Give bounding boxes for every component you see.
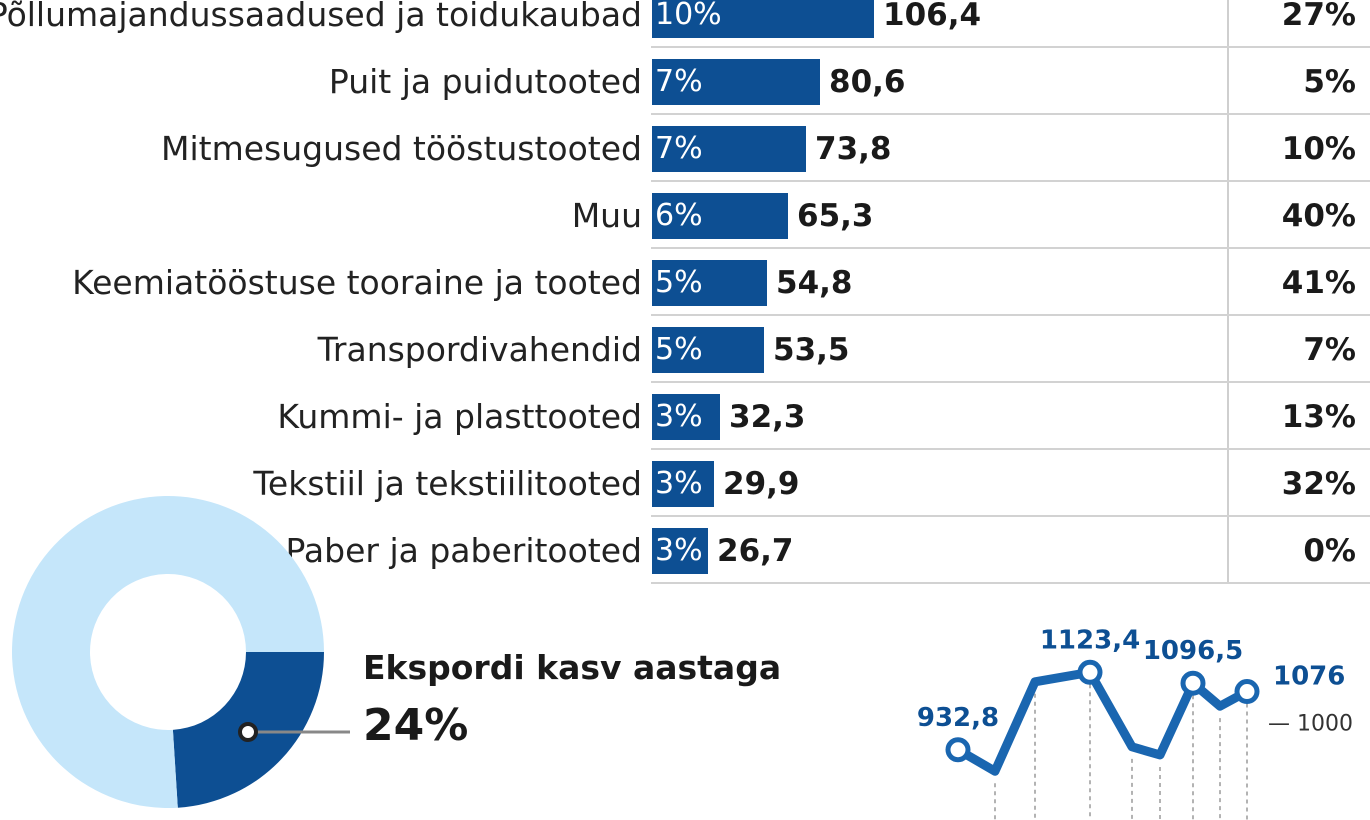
share-label: 3% (655, 466, 703, 501)
row-divider (651, 582, 1370, 584)
value-label: 26,7 (717, 533, 794, 569)
bar-row: Transpordivahendid 5% 53,5 7% (0, 316, 1370, 383)
value-label: 32,3 (729, 399, 806, 435)
growth-label: 7% (1303, 332, 1356, 368)
value-label: 73,8 (815, 131, 892, 167)
line-point-marker (1234, 679, 1260, 705)
growth-label: 13% (1281, 399, 1356, 435)
bar (652, 528, 708, 574)
bar-row: Puit ja puidutooted 7% 80,6 5% (0, 48, 1370, 115)
share-label: 7% (655, 131, 703, 166)
category-label: Muu (571, 196, 642, 235)
row-divider (651, 448, 1370, 450)
value-label: 29,9 (723, 466, 800, 502)
bar-row: Tekstiil ja tekstiilitooted 3% 29,9 32% (0, 450, 1370, 517)
category-label: Kummi- ja plasttooted (277, 397, 642, 436)
bar-row: Paber ja paberitooted 3% 26,7 0% (0, 517, 1370, 584)
point-label: 1096,5 (1143, 636, 1243, 666)
bar-row: Põllumajandussaadused ja toidukaubad 10% 1… (0, 0, 1370, 48)
row-divider (651, 247, 1370, 249)
bar-row: Muu 6% 65,3 40% (0, 182, 1370, 249)
category-label: Transpordivahendid (317, 330, 642, 369)
share-label: 3% (655, 533, 703, 568)
share-label: 3% (655, 399, 703, 434)
share-label: 5% (655, 332, 703, 367)
row-divider (651, 113, 1370, 115)
bar (652, 394, 720, 440)
share-label: 10% (655, 0, 722, 32)
share-label: 5% (655, 265, 703, 300)
trend-line (955, 667, 1250, 776)
row-divider (651, 515, 1370, 517)
export-growth-value: 24% (363, 700, 469, 751)
point-label: 1076 (1273, 662, 1345, 692)
value-label: 80,6 (829, 64, 906, 100)
bar (652, 126, 806, 172)
category-label: Keemiatööstuse tooraine ja tooted (72, 263, 642, 302)
growth-label: 5% (1303, 64, 1356, 100)
row-divider (651, 46, 1370, 48)
export-categories-bar-chart: Põllumajandussaadused ja toidukaubad 10% 1… (0, 0, 1370, 584)
bar-row: Kummi- ja plasttooted 3% 32,3 13% (0, 383, 1370, 450)
donut-marker (238, 722, 258, 742)
export-growth-title: Ekspordi kasv aastaga (363, 648, 782, 687)
value-label: 106,4 (883, 0, 982, 33)
line-point-marker (1180, 670, 1206, 696)
growth-label: 0% (1303, 533, 1356, 569)
growth-label: 32% (1281, 466, 1356, 502)
bar (652, 59, 820, 105)
column-divider (1227, 0, 1229, 582)
bar (652, 327, 764, 373)
category-label: Puit ja puidutooted (328, 62, 642, 101)
share-label: 6% (655, 198, 703, 233)
bar (652, 461, 714, 507)
line-point-marker (1077, 659, 1103, 685)
category-label: Paber ja paberitooted (285, 531, 643, 570)
donut-slice-rest (11, 496, 324, 808)
export-trend-line-chart: 932,8 1123,4 1096,5 1076 — 1000 (917, 625, 1353, 820)
category-label: Põllumajandussaadused ja toidukaubad (0, 0, 642, 34)
growth-label: 41% (1281, 265, 1356, 301)
growth-label: 27% (1281, 0, 1356, 33)
value-label: 53,5 (773, 332, 850, 368)
row-divider (651, 180, 1370, 182)
share-label: 7% (655, 64, 703, 99)
growth-label: 10% (1281, 131, 1356, 167)
point-label: 932,8 (917, 703, 999, 733)
growth-label: 40% (1281, 198, 1356, 234)
row-divider (651, 381, 1370, 383)
bar (652, 260, 767, 306)
bar-row: Keemiatööstuse tooraine ja tooted 5% 54,8 4… (0, 249, 1370, 316)
bar (652, 193, 788, 239)
y-tick-label: — 1000 (1268, 711, 1353, 736)
value-label: 54,8 (776, 265, 853, 301)
row-divider (651, 314, 1370, 316)
export-growth-donut-chart (11, 496, 350, 808)
category-label: Tekstiil ja tekstiilitooted (253, 464, 642, 503)
point-label: 1123,4 (1040, 625, 1140, 655)
category-label: Mitmesugused tööstustooted (161, 129, 642, 168)
bar-row: Mitmesugused tööstustooted 7% 73,8 10% (0, 115, 1370, 182)
value-label: 65,3 (797, 198, 874, 234)
bar (652, 0, 874, 38)
line-point-marker (945, 737, 971, 763)
